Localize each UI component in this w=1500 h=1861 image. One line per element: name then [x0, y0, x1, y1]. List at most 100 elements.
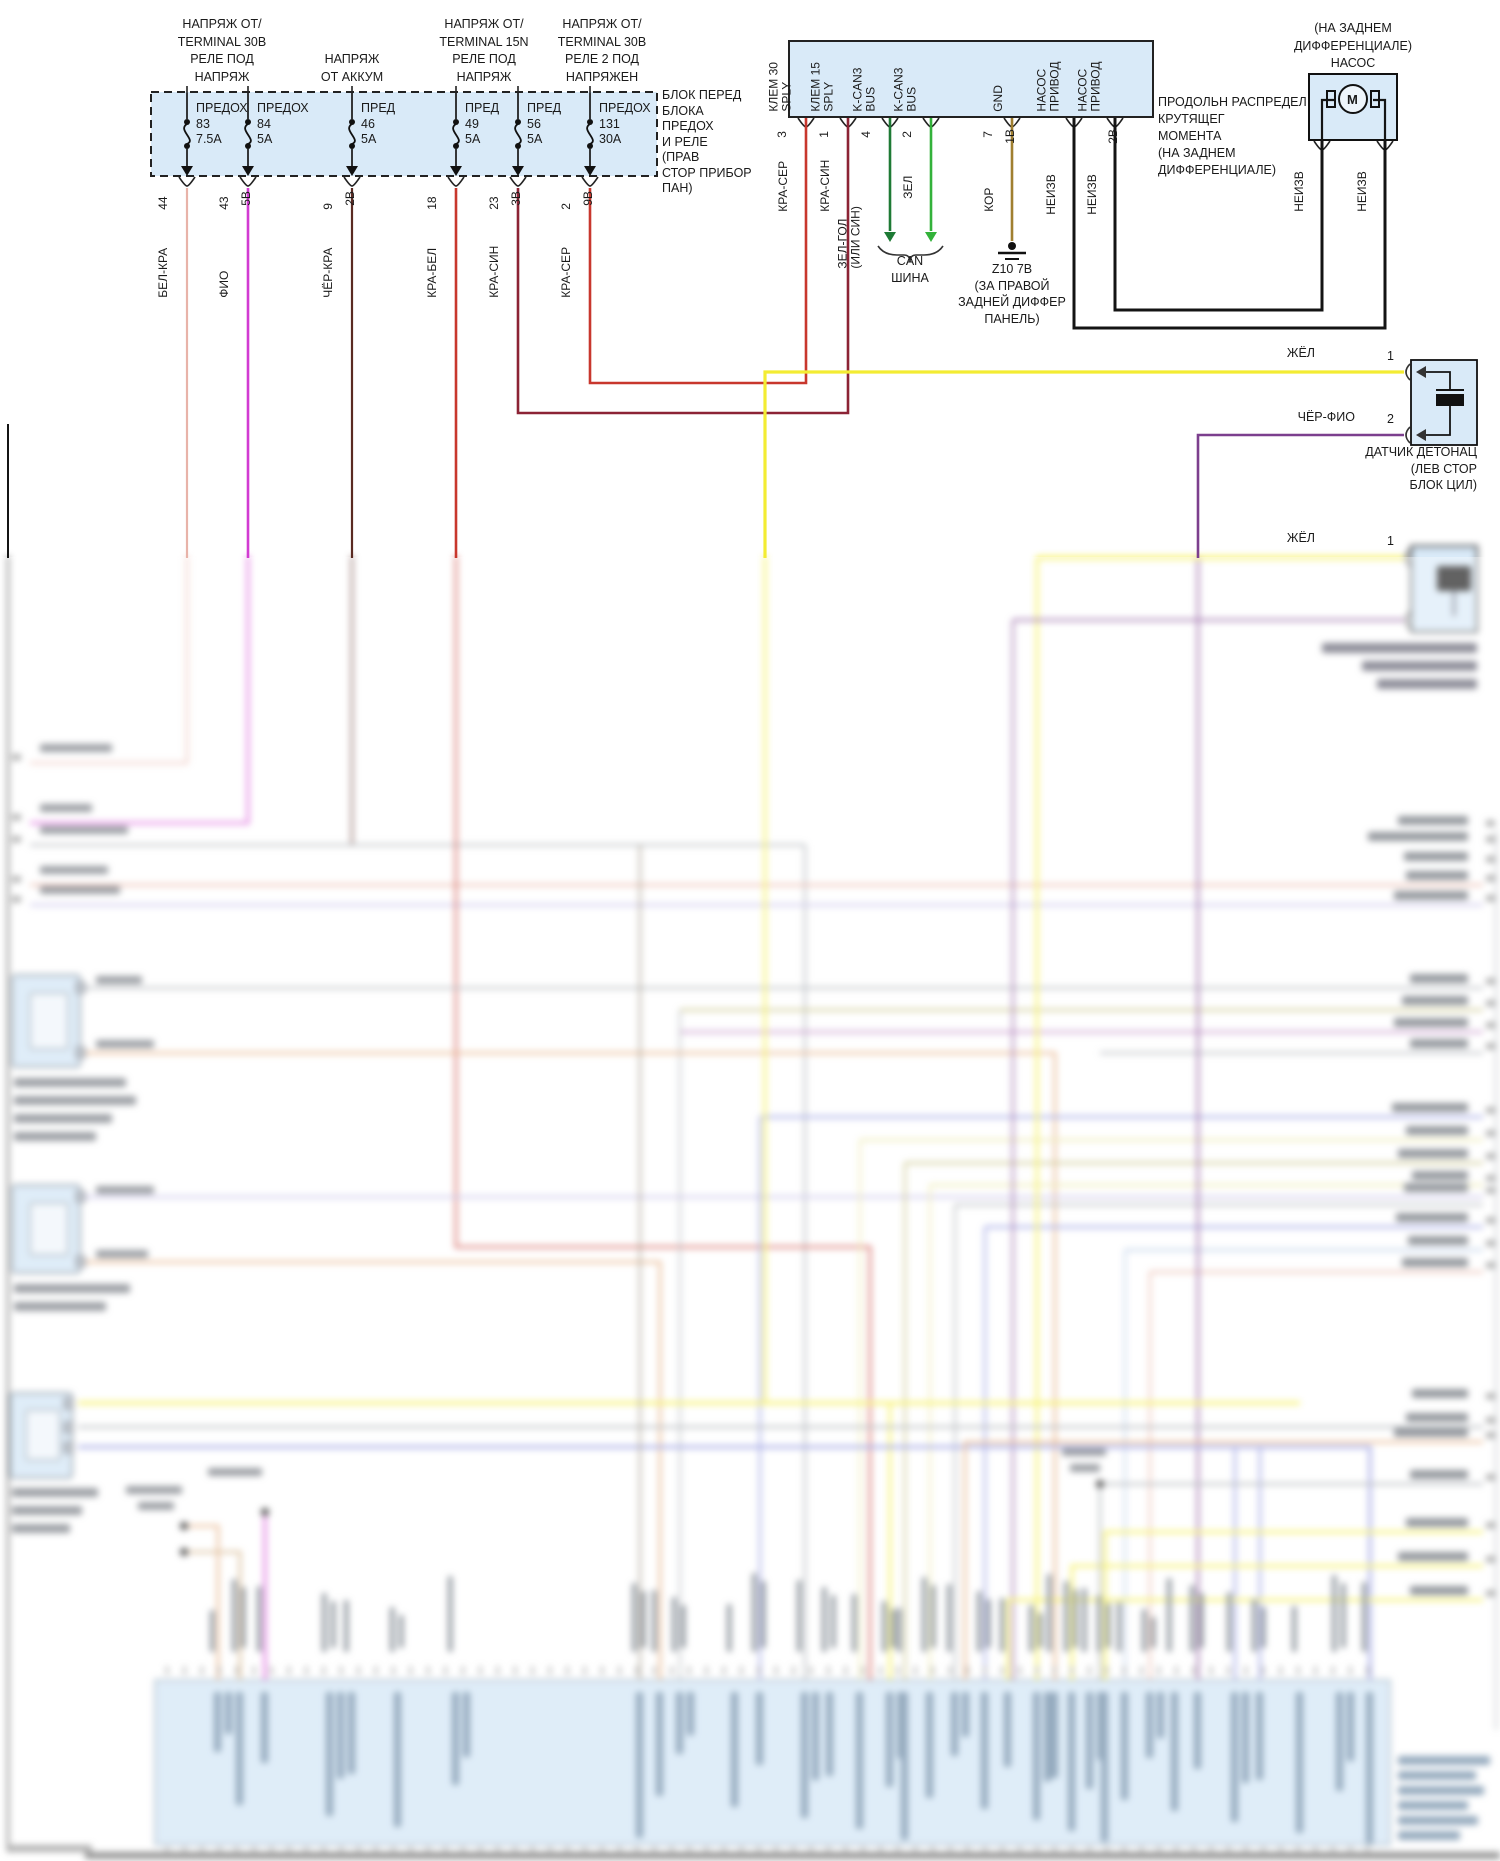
text-smudge [879, 1846, 882, 1855]
text-smudge [514, 1666, 517, 1675]
text-smudge [1486, 1262, 1495, 1269]
text-smudge [1262, 1666, 1265, 1675]
bottom-bar [85, 1852, 1500, 1859]
text-smudge [618, 1666, 621, 1675]
text-smudge [253, 1846, 256, 1855]
text-smudge [1190, 1585, 1195, 1652]
text-smudge [962, 1692, 969, 1737]
ground-z10-label: Z10 7В (ЗА ПРАВОЙ ЗАДНЕЙ ДИФФЕР ПАНЕЛЬ) [958, 262, 1066, 326]
text-smudge [218, 1846, 221, 1855]
text-smudge [1349, 1846, 1352, 1855]
text-smudge [14, 1078, 126, 1087]
text-smudge [448, 1576, 453, 1652]
text-smudge [931, 1585, 936, 1648]
text-smudge [1486, 978, 1495, 985]
text-smudge [8, 1845, 92, 1852]
text-smudge [1070, 1666, 1073, 1675]
wire [1070, 1564, 1483, 1680]
text-smudge [1292, 1606, 1297, 1652]
text-smudge [1366, 1692, 1373, 1844]
module-pin-3: 3 [775, 131, 790, 138]
text-smudge [40, 804, 92, 812]
fuse-1-wire-name: БЕЛ-КРА [156, 247, 171, 298]
knock1-pin1: 1 [1387, 349, 1394, 363]
text-smudge [1362, 661, 1477, 671]
text-smudge [1398, 816, 1468, 825]
text-smudge [1140, 1846, 1143, 1855]
module-pin-label-klem15: КЛЕМ 15 SPLY [808, 62, 836, 112]
text-smudge [1410, 1586, 1468, 1595]
text-smudge [548, 1666, 551, 1675]
text-smudge [1210, 1846, 1213, 1855]
wire-name-neizv-b: НЕИЗВ [1085, 174, 1100, 215]
text-smudge [1157, 1666, 1160, 1675]
text-smudge [1398, 1771, 1476, 1780]
text-smudge [856, 1692, 863, 1829]
wire-name-kra-sin: КРА-СИН [818, 159, 833, 212]
text-smudge [1402, 996, 1468, 1005]
junction-dot [453, 119, 459, 125]
text-smudge [225, 1692, 232, 1734]
text-smudge [1486, 1556, 1495, 1563]
pin-nub [75, 1255, 86, 1268]
text-smudge [727, 1604, 732, 1652]
text-smudge [1123, 1846, 1126, 1855]
text-smudge [14, 1302, 106, 1311]
text-smudge [1279, 1846, 1282, 1855]
wire [184, 1524, 220, 1680]
pin-nub [63, 1441, 74, 1454]
text-smudge [1064, 1581, 1069, 1652]
wire-name-neizv-a: НЕИЗВ [1044, 174, 1059, 215]
text-smudge [1018, 1846, 1021, 1855]
wire [963, 1440, 1483, 1680]
connector-bracket [447, 176, 465, 187]
fuse-5-subpin: 3В [509, 191, 524, 206]
text-smudge [1366, 1666, 1369, 1675]
text-smudge [1231, 1692, 1238, 1822]
text-smudge [12, 836, 21, 843]
text-smudge [1105, 1846, 1108, 1855]
junction-dot [515, 119, 521, 125]
text-smudge [809, 1846, 812, 1855]
text-smudge [566, 1846, 569, 1855]
text-smudge [1486, 895, 1495, 902]
text-smudge [287, 1666, 290, 1675]
text-smudge [444, 1846, 447, 1855]
text-smudge [1157, 1846, 1160, 1855]
text-smudge [1106, 1603, 1111, 1648]
text-smudge [1097, 1595, 1102, 1652]
text-smudge [983, 1666, 986, 1675]
left-component-3-inner [25, 1409, 61, 1461]
text-smudge [40, 886, 120, 894]
arrowhead-down [884, 232, 896, 242]
text-smudge [1244, 1666, 1247, 1675]
text-smudge [1001, 1846, 1004, 1855]
fusebox-outline [150, 91, 658, 177]
text-smudge [14, 1284, 130, 1293]
module-pin-label-kcan3-a: K-CAN3 BUS [850, 67, 878, 112]
text-smudge [340, 1666, 343, 1675]
wire [1424, 371, 1451, 389]
module-pin-label-pump-a: НАСОС ПРИВОД [1034, 61, 1062, 112]
junction-dot [184, 143, 190, 149]
text-smudge [1486, 1187, 1495, 1194]
fuse-element [452, 123, 460, 145]
text-smudge [1486, 1590, 1495, 1597]
text-smudge [1314, 1666, 1317, 1675]
text-smudge [775, 1666, 778, 1675]
module-pin-sub-2v: 2В [1106, 129, 1121, 144]
wire [763, 370, 1404, 558]
text-smudge [1486, 1393, 1495, 1400]
text-smudge [531, 1666, 534, 1675]
text-smudge [287, 1846, 290, 1855]
text-smudge [1146, 1692, 1153, 1758]
fuse-1-pin: 44 [156, 196, 171, 210]
wire [30, 556, 189, 765]
text-smudge [831, 1595, 836, 1648]
junction-dot [179, 1547, 189, 1557]
arrowhead-down [450, 166, 462, 176]
text-smudge [705, 1846, 708, 1855]
connector-notch [1405, 426, 1411, 444]
